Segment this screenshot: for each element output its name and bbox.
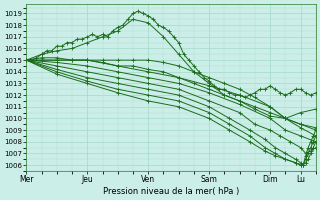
X-axis label: Pression niveau de la mer( hPa ): Pression niveau de la mer( hPa ): [103, 187, 239, 196]
